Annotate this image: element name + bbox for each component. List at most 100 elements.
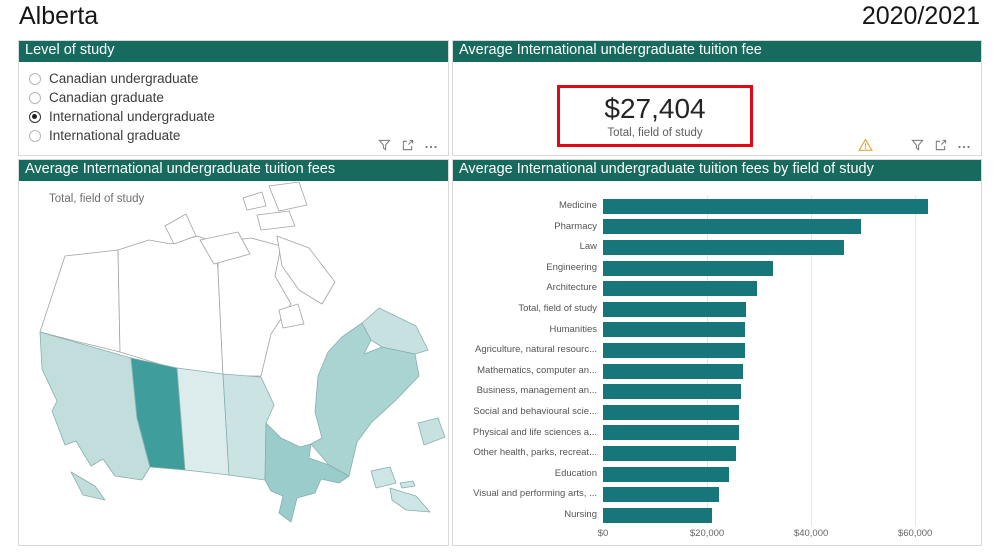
axis-tick-label: $20,000 (689, 527, 725, 539)
map-region-devon-island[interactable] (256, 210, 296, 231)
map-region-southampton-island[interactable] (278, 303, 305, 329)
radio-option[interactable]: International graduate (29, 126, 448, 145)
filter-icon[interactable] (378, 139, 391, 152)
filter-icon[interactable] (911, 139, 924, 152)
gridline (915, 196, 917, 526)
map-region-nova-scotia[interactable] (389, 487, 431, 513)
map-panel: Average International undergraduate tuit… (18, 159, 449, 546)
bar-row (603, 196, 975, 217)
radio-option[interactable]: Canadian undergraduate (29, 69, 448, 88)
map-region-northwest-territories[interactable] (117, 235, 224, 377)
bar-row (603, 237, 975, 258)
bar-row (603, 278, 975, 299)
bar[interactable] (603, 425, 739, 441)
slicer-toolbar (378, 139, 438, 152)
gridline (707, 196, 709, 526)
card-toolbar (858, 138, 971, 152)
map-region-ellesmere-island[interactable] (268, 181, 308, 212)
bar-row (603, 484, 975, 505)
bar-chart-panel: Average International undergraduate tuit… (452, 159, 982, 546)
map-region-saskatchewan[interactable] (176, 367, 230, 476)
axis-tick-label: $0 (597, 527, 609, 539)
radio-icon[interactable] (29, 72, 41, 85)
bar-category-label: Humanities (549, 323, 597, 335)
bar[interactable] (603, 404, 740, 420)
radio-icon[interactable] (29, 110, 41, 123)
map-region-vancouver-island[interactable] (70, 471, 106, 501)
bar-chart-header: Average International undergraduate tuit… (453, 160, 981, 181)
bar-category-label: Law (579, 241, 597, 253)
bar-chart: Medicine Pharmacy Law Engineering Architectu… (457, 196, 975, 541)
canada-choropleth-map (39, 181, 446, 523)
bar-row (603, 299, 975, 320)
bar-category-label: Education (554, 467, 597, 479)
bar-row (603, 423, 975, 444)
bar-row (603, 340, 975, 361)
bar[interactable] (603, 239, 844, 255)
level-of-study-panel: Level of study Canadian undergraduate Can… (18, 40, 449, 156)
bar[interactable] (603, 507, 712, 523)
map-region-prince-edward-island[interactable] (399, 480, 416, 489)
bar-row (603, 464, 975, 485)
bar-row (603, 320, 975, 341)
map-region-ontario[interactable] (264, 422, 350, 523)
map-region-victoria-island[interactable] (199, 231, 251, 265)
more-options-icon[interactable] (957, 139, 971, 152)
tuition-fee-value: $27,404 (604, 92, 706, 124)
map-panel-header: Average International undergraduate tuit… (19, 160, 448, 181)
tuition-fee-card-panel: Average International undergraduate tuit… (452, 40, 982, 156)
radio-icon[interactable] (29, 129, 41, 142)
bar-row (603, 505, 975, 526)
bar-row (603, 402, 975, 423)
radio-option[interactable]: International undergraduate (29, 107, 448, 126)
bar-category-label: Social and behavioural scie... (473, 405, 597, 417)
radio-label: Canadian undergraduate (49, 71, 199, 86)
radio-label: Canadian graduate (49, 90, 164, 105)
map-region-alberta[interactable] (130, 357, 186, 471)
bar-row (603, 258, 975, 279)
bar[interactable] (603, 466, 730, 482)
bar-chart-plot (603, 196, 975, 526)
map-region-new-brunswick[interactable] (370, 466, 397, 489)
level-of-study-options: Canadian undergraduate Canadian graduate I… (19, 62, 448, 145)
bar-category-label: Visual and performing arts, ... (473, 488, 597, 500)
map-region-banks-island[interactable] (164, 213, 197, 245)
map-region-baffin-island[interactable] (276, 235, 336, 305)
bar[interactable] (603, 198, 929, 214)
bar[interactable] (603, 281, 757, 297)
map-field-label: Total, field of study (49, 193, 145, 205)
bar-row (603, 217, 975, 238)
axis-tick-label: $40,000 (793, 527, 829, 539)
bar[interactable] (603, 301, 746, 317)
bar-category-label: Medicine (558, 200, 597, 211)
radio-icon[interactable] (29, 91, 41, 104)
bar-category-label: Other health, parks, recreat... (473, 447, 597, 459)
radio-option[interactable]: Canadian graduate (29, 88, 448, 107)
bar[interactable] (603, 322, 746, 338)
bar[interactable] (603, 363, 744, 379)
bar-row (603, 361, 975, 382)
map-region-labrador[interactable] (361, 307, 429, 355)
map-region-newfoundland-island[interactable] (417, 417, 446, 446)
bar-category-label: Business, management an... (476, 385, 597, 397)
bar[interactable] (603, 260, 774, 276)
bar-category-label: Agriculture, natural resourc... (475, 344, 597, 356)
bar[interactable] (603, 342, 745, 358)
bar[interactable] (603, 219, 861, 235)
bar-category-label: Engineering (546, 261, 597, 273)
focus-mode-icon[interactable] (401, 139, 414, 152)
more-options-icon[interactable] (424, 139, 438, 152)
bar-category-label: Nursing (564, 508, 597, 520)
bar[interactable] (603, 384, 741, 400)
bar[interactable] (603, 487, 719, 503)
radio-label: International undergraduate (49, 109, 215, 124)
bar[interactable] (603, 445, 736, 461)
bar-row (603, 381, 975, 402)
focus-mode-icon[interactable] (934, 139, 947, 152)
bar-chart-x-axis: $0 $20,000 $40,000 $60,000 (598, 526, 975, 541)
bar-category-label: Physical and life sciences a... (472, 426, 597, 438)
warning-icon[interactable] (858, 138, 873, 152)
map-region-parry-islands[interactable] (242, 191, 267, 211)
bar-category-label: Total, field of study (518, 302, 597, 314)
